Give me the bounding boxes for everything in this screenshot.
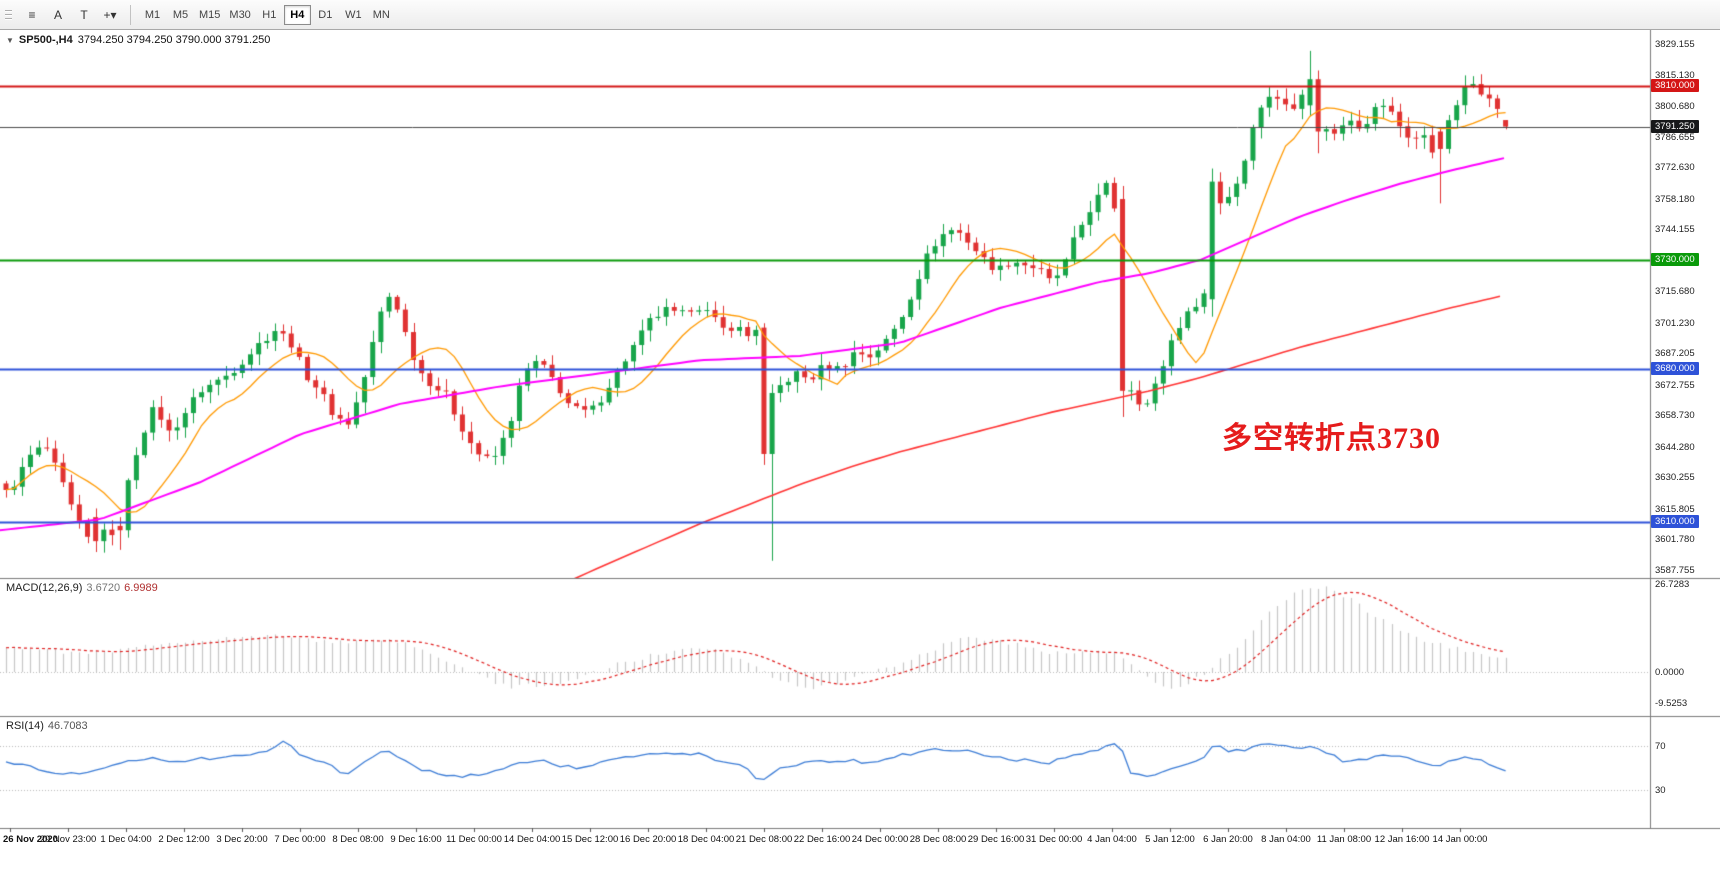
rsi-value: 46.7083 [47, 720, 88, 732]
symbol-header: ▼ SP500-,H4 3794.250 3794.250 3790.000 3… [6, 34, 270, 46]
text-tool-button[interactable]: T [72, 4, 96, 26]
pivot-annotation-text: 多空转折点3730 [1222, 422, 1441, 455]
charts-menu-button[interactable]: ≡ [20, 4, 44, 26]
toolbar-separator [130, 4, 131, 25]
macd-main-value: 3.6720 [86, 582, 121, 594]
rsi-name: RSI(14) [6, 720, 44, 732]
macd-name: MACD(12,26,9) [6, 582, 83, 594]
timeframe-m30-button[interactable]: M30 [225, 5, 254, 25]
draw-tools-button[interactable]: +▾ [98, 4, 122, 26]
price-chart-canvas[interactable] [0, 30, 1720, 895]
chart-area: ▼ SP500-,H4 3794.250 3794.250 3790.000 3… [0, 30, 1720, 895]
timeframe-d1-button[interactable]: D1 [312, 5, 339, 25]
macd-indicator-label: MACD(12,26,9) 3.6720 6.9989 [6, 582, 158, 594]
timeframe-m1-button[interactable]: M1 [139, 5, 166, 25]
macd-signal-value: 6.9989 [124, 582, 158, 594]
cursor-tool-button[interactable]: A [46, 4, 70, 26]
symbol-ohlc-values: 3794.250 3794.250 3790.000 3791.250 [77, 34, 271, 46]
tool-buttons-group: ≡ A T +▾ [20, 4, 122, 26]
symbol-dropdown-icon[interactable]: ▼ [6, 35, 14, 45]
timeframe-buttons-group: M1 M5 M15 M30 H1 H4 D1 W1 MN [139, 4, 395, 25]
timeframe-h1-button[interactable]: H1 [256, 5, 283, 25]
symbol-name: SP500-,H4 [18, 34, 73, 46]
timeframe-mn-button[interactable]: MN [368, 5, 395, 25]
timeframe-m15-button[interactable]: M15 [195, 5, 224, 25]
toolbar-grip[interactable] [5, 6, 14, 24]
timeframe-w1-button[interactable]: W1 [340, 5, 367, 25]
rsi-indicator-label: RSI(14) 46.7083 [6, 720, 88, 732]
timeframe-m5-button[interactable]: M5 [167, 5, 194, 25]
top-toolbar: ≡ A T +▾ M1 M5 M15 M30 H1 H4 D1 W1 MN [0, 0, 1720, 30]
timeframe-h4-button[interactable]: H4 [283, 4, 311, 25]
